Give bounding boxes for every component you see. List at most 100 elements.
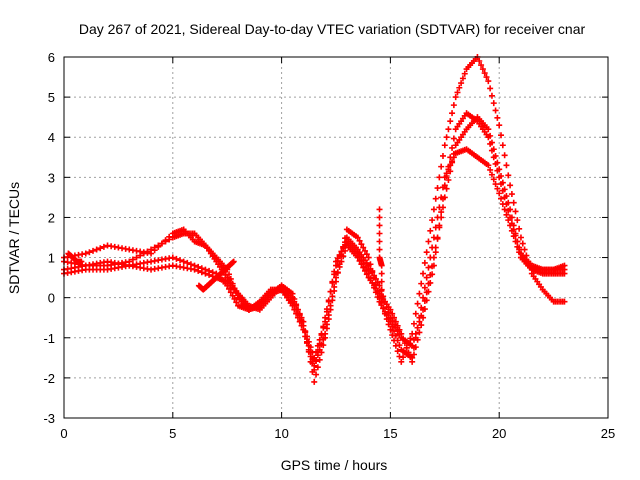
data-point	[409, 358, 416, 365]
data-point	[449, 144, 456, 151]
data-point	[389, 310, 396, 317]
data-point	[510, 226, 517, 233]
data-point	[229, 292, 236, 299]
data-point	[456, 84, 463, 91]
data-point	[334, 255, 341, 262]
data-point	[430, 206, 437, 213]
data-point	[305, 342, 312, 349]
data-point	[449, 110, 456, 117]
data-point	[387, 318, 394, 325]
data-point	[148, 246, 155, 253]
data-point	[378, 278, 385, 285]
data-point	[363, 271, 370, 278]
data-point	[394, 322, 401, 329]
data-point	[516, 225, 523, 232]
data-point	[492, 160, 499, 167]
data-point	[313, 348, 320, 355]
data-point	[496, 190, 503, 197]
data-point	[561, 262, 568, 269]
data-point	[410, 320, 417, 327]
data-point	[418, 280, 425, 287]
data-point	[508, 220, 515, 227]
data-point	[202, 270, 209, 277]
data-point	[454, 89, 461, 96]
data-point	[479, 66, 486, 73]
data-point	[381, 308, 388, 315]
data-point	[336, 263, 343, 270]
series-track-d	[61, 110, 568, 369]
data-point	[396, 342, 403, 349]
data-point	[302, 329, 309, 336]
chart-title: Day 267 of 2021, Sidereal Day-to-day VTE…	[79, 21, 586, 37]
data-point	[418, 304, 425, 311]
data-point	[314, 364, 321, 371]
data-point	[405, 349, 412, 356]
data-point	[206, 271, 213, 278]
data-point	[519, 240, 526, 247]
data-point	[492, 107, 499, 114]
data-point	[432, 195, 439, 202]
data-point	[191, 266, 198, 273]
data-point	[496, 122, 503, 129]
data-point	[376, 246, 383, 253]
data-point	[436, 174, 443, 181]
y-tick-label: 0	[48, 291, 55, 306]
data-point	[158, 240, 165, 247]
data-point	[449, 158, 456, 165]
x-tick-label: 5	[169, 426, 176, 441]
data-point	[376, 298, 383, 305]
data-point	[294, 310, 301, 317]
y-tick-label: 5	[48, 90, 55, 105]
data-point	[296, 314, 303, 321]
data-point	[129, 256, 136, 263]
data-point	[421, 306, 428, 313]
data-point	[436, 204, 443, 211]
data-point	[298, 318, 305, 325]
data-point	[354, 254, 361, 261]
data-point	[362, 247, 369, 254]
data-point	[438, 163, 445, 170]
data-point	[490, 100, 497, 107]
data-point	[407, 354, 414, 361]
data-point	[561, 298, 568, 305]
data-point	[481, 70, 488, 77]
data-point	[421, 259, 428, 266]
data-point	[137, 252, 144, 259]
data-point	[427, 254, 434, 261]
data-point	[485, 134, 492, 141]
data-point	[450, 102, 457, 109]
data-point	[450, 135, 457, 142]
data-point	[289, 298, 296, 305]
data-point	[385, 315, 392, 322]
data-point	[425, 288, 432, 295]
data-point	[336, 251, 343, 258]
data-point	[318, 341, 325, 348]
axis-ticks: 0 5 10 15 20 25 -3 -2 -1 0 1 2 3 4 5 6	[43, 50, 615, 441]
data-point	[311, 362, 318, 369]
data-point	[478, 62, 485, 69]
data-point	[365, 254, 372, 261]
data-point	[443, 134, 450, 141]
data-point	[429, 244, 436, 251]
data-point	[429, 271, 436, 278]
data-point	[309, 368, 316, 375]
data-point	[360, 264, 367, 271]
data-point	[378, 286, 385, 293]
data-point	[378, 262, 385, 269]
data-point	[418, 322, 425, 329]
data-point	[233, 299, 240, 306]
data-point	[441, 142, 448, 149]
data-point	[151, 244, 158, 251]
data-point	[140, 250, 147, 257]
data-point	[501, 206, 508, 213]
gridlines	[64, 57, 608, 418]
data-point	[86, 249, 93, 256]
data-point	[459, 75, 466, 82]
data-point	[396, 326, 403, 333]
data-point	[441, 182, 448, 189]
data-point	[313, 371, 320, 378]
data-point	[320, 324, 327, 331]
data-point	[512, 232, 519, 239]
data-point	[376, 206, 383, 213]
